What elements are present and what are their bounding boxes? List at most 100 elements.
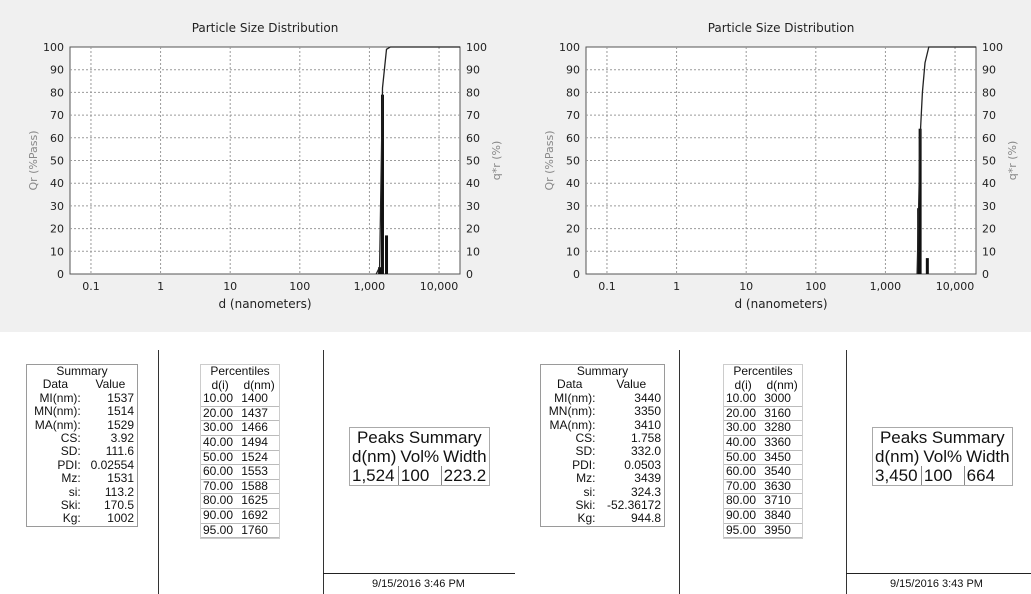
stat-key: MI(nm): [554, 390, 596, 405]
y-tick-label-left: 30 [566, 200, 580, 213]
pct-di: 30.00 [724, 421, 763, 436]
stat-value: 944.8 [630, 511, 661, 526]
peaks-summary-right: Peaks Summary d(nm) Vol% Width 3,450 100… [872, 427, 1013, 486]
col-dnm: d(nm) [243, 377, 275, 392]
y-tick-label-right: 90 [466, 64, 480, 77]
stat-key: CS: [575, 431, 596, 446]
pct-d: 3450 [762, 450, 802, 466]
cumulative-line [375, 46, 460, 275]
percentiles-table-right: Percentiles d(i) d(nm) 10.00 3000 20.00 31… [723, 364, 803, 540]
y-tick-label-right: 0 [466, 268, 473, 281]
pct-d: 1692 [239, 508, 279, 524]
col-data: Data [557, 377, 583, 392]
stat-key: MN(nm): [548, 404, 596, 419]
divider [323, 350, 324, 594]
y-tick-label-left: 60 [50, 132, 64, 145]
y-tick-label-right: 30 [982, 200, 996, 213]
pct-d: 1437 [239, 406, 279, 422]
pct-d: 1625 [239, 494, 279, 509]
table-row: 40.00 3360 [724, 435, 802, 451]
pct-di: 90.00 [724, 508, 763, 524]
stat-value: 0.0503 [624, 457, 661, 472]
pct-di: 95.00 [724, 523, 763, 539]
stat-value: 113.2 [104, 484, 134, 499]
y-tick-label-right: 30 [466, 200, 480, 213]
col-di: d(i) [734, 377, 752, 392]
y-tick-label-left: 50 [50, 155, 64, 168]
stat-value: 1514 [107, 404, 134, 419]
col-width: Width [966, 447, 1010, 466]
bar [918, 128, 922, 274]
stat-value: 3.92 [110, 431, 134, 446]
timestamp: 9/15/2016 3:43 PM [890, 578, 983, 590]
pct-di: 10.00 [724, 391, 763, 407]
y-tick-label-left: 0 [57, 268, 64, 281]
stat-value: -52.36172 [606, 498, 661, 513]
stat-value: 324.3 [630, 484, 661, 499]
y-tick-label-left: 90 [566, 64, 580, 77]
pct-di: 60.00 [201, 465, 240, 480]
x-tick-label: 10 [739, 280, 753, 293]
table-row: 20.00 3160 [724, 406, 802, 422]
stat-value: 1002 [107, 511, 134, 526]
y-tick-label-right: 40 [982, 177, 996, 190]
stat-value: 3439 [634, 471, 661, 486]
peak-d: 1,524 [350, 466, 399, 485]
y-tick-label-left: 100 [43, 41, 64, 54]
pct-d: 3540 [762, 465, 802, 480]
plot-area [69, 46, 461, 275]
timestamp-rule [323, 573, 515, 574]
pct-d: 3280 [762, 421, 802, 436]
pct-d: 1588 [239, 479, 279, 495]
cumulative-line [916, 46, 976, 275]
stat-key: Ski: [575, 498, 596, 513]
table-row: 90.00 1692 [201, 508, 279, 524]
col-data: Data [42, 377, 69, 392]
table-row: 70.00 3630 [724, 479, 802, 495]
col-di: d(i) [211, 377, 229, 392]
chart-title: Particle Size Distribution [192, 21, 339, 35]
stat-value: 332.0 [630, 444, 661, 459]
table-row: SD: 111.6 [27, 444, 137, 459]
divider [158, 350, 159, 594]
summary-table-right: Summary Data Value MI(nm): 3440 MN(nm): 33… [540, 364, 665, 527]
table-row: CS: 1.758 [541, 431, 664, 446]
table-row: Mz: 3439 [541, 471, 664, 486]
timestamp-rule [846, 573, 1031, 574]
stat-value: 1531 [107, 471, 134, 486]
pct-d: 3160 [762, 406, 802, 422]
pct-d: 3360 [762, 435, 802, 451]
table-row: MN(nm): 1514 [27, 404, 137, 419]
stat-value: 111.6 [105, 444, 134, 459]
col-width: Width [443, 447, 487, 466]
table-row: 95.00 3950 [724, 523, 802, 539]
pct-di: 70.00 [724, 479, 763, 495]
stat-key: PDI: [572, 457, 596, 472]
stat-value: 3350 [634, 404, 661, 419]
pct-d: 1524 [239, 450, 279, 466]
table-row: 90.00 3840 [724, 508, 802, 524]
divider [679, 350, 680, 594]
pct-d: 3710 [762, 494, 802, 509]
percentiles-caption: Percentiles [733, 364, 793, 378]
x-axis-label: d (nanometers) [218, 297, 311, 311]
peak-width: 223.2 [443, 466, 487, 485]
x-tick-label: 100 [805, 280, 826, 293]
summary-caption: Summary [576, 364, 629, 378]
y-axis-label-left: Qr (%Pass) [543, 130, 556, 190]
stat-key: SD: [60, 444, 81, 459]
y-tick-label-right: 40 [466, 177, 480, 190]
table-row: 1,524 100 223.2 [350, 466, 489, 485]
y-tick-label-left: 30 [50, 200, 64, 213]
table-row: MA(nm): 1529 [27, 418, 137, 432]
col-dnm: d(nm) [352, 447, 397, 466]
x-tick-label: 100 [289, 280, 310, 293]
table-row: MN(nm): 3350 [541, 404, 664, 419]
stat-key: Kg: [62, 511, 81, 526]
table-row: 3,450 100 664 [873, 466, 1012, 485]
table-row: PDI: 0.02554 [27, 458, 137, 472]
col-vol: Vol% [400, 447, 440, 466]
y-tick-label-left: 50 [566, 155, 580, 168]
table-row: MI(nm): 1537 [27, 391, 137, 405]
